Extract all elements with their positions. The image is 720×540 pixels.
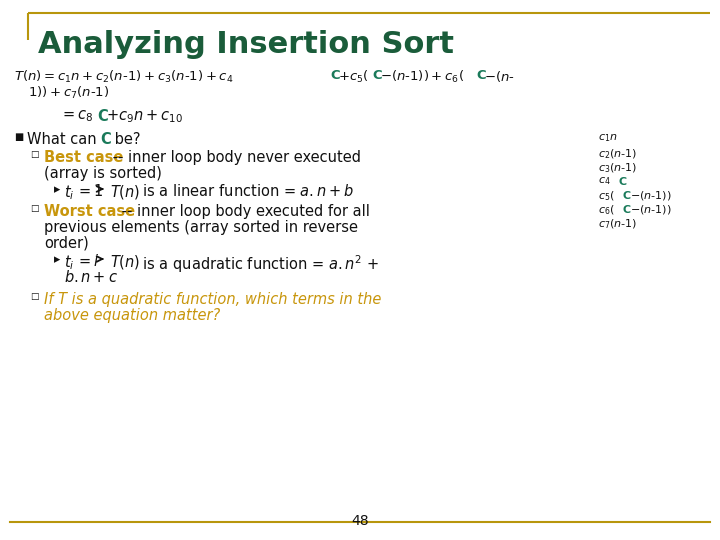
Text: $= \mathit{i}$: $= \mathit{i}$	[76, 253, 100, 269]
Text: above equation matter?: above equation matter?	[44, 308, 220, 323]
Text: order): order)	[44, 236, 89, 251]
Text: ■: ■	[14, 132, 23, 142]
Text: is a quadratic function = $\mathit{a.n^2}$ +: is a quadratic function = $\mathit{a.n^2…	[138, 253, 379, 275]
Text: $\mathit{b.n + c}$: $\mathit{b.n + c}$	[64, 269, 118, 285]
Text: $\mathit{T(n)}$: $\mathit{T(n)}$	[110, 183, 140, 201]
Text: $- (n$-$1)) + c_6($: $- (n$-$1)) + c_6($	[380, 69, 464, 85]
Text: $t_i$: $t_i$	[64, 253, 75, 272]
Text: $\mathit{T(n)} = c_1n + c_2(n$-$1) + c_3(n$-$1) + c_4$: $\mathit{T(n)} = c_1n + c_2(n$-$1) + c_3…	[14, 69, 233, 85]
Text: □: □	[30, 150, 38, 159]
Text: $= 1$: $= 1$	[76, 183, 104, 199]
Text: $-(n$-$1))$: $-(n$-$1))$	[630, 189, 672, 202]
Text: $+ c_5($: $+ c_5($	[338, 69, 369, 85]
Text: Worst case: Worst case	[44, 204, 135, 219]
Text: $\mathbf{C}$: $\mathbf{C}$	[476, 69, 487, 82]
Text: $c_5($: $c_5($	[598, 189, 615, 202]
Text: $c_7(n$-$1)$: $c_7(n$-$1)$	[598, 217, 637, 231]
Text: $\mathbf{C}$: $\mathbf{C}$	[618, 175, 627, 187]
Text: $\mathbf{C}$: $\mathbf{C}$	[622, 189, 631, 201]
Text: $- (n$-: $- (n$-	[484, 69, 515, 84]
Text: $c_6($: $c_6($	[598, 203, 615, 217]
Text: ▸: ▸	[54, 253, 60, 266]
Text: □: □	[30, 204, 38, 213]
Text: C: C	[100, 132, 111, 147]
Text: $c_3(n$-$1)$: $c_3(n$-$1)$	[598, 161, 637, 174]
Text: Best case: Best case	[44, 150, 123, 165]
Text: $\mathit{T(n)}$: $\mathit{T(n)}$	[110, 253, 140, 271]
Text: If T is a quadratic function, which terms in the: If T is a quadratic function, which term…	[44, 292, 382, 307]
Text: 48: 48	[351, 514, 369, 528]
Text: (array is sorted): (array is sorted)	[44, 166, 162, 181]
Text: $c_4$: $c_4$	[598, 175, 611, 187]
Text: What can: What can	[27, 132, 102, 147]
Text: previous elements (array sorted in reverse: previous elements (array sorted in rever…	[44, 220, 358, 235]
Text: □: □	[30, 292, 38, 301]
Text: -- inner loop body executed for all: -- inner loop body executed for all	[117, 204, 370, 219]
Text: $1)) + c_7(n$-$1)$: $1)) + c_7(n$-$1)$	[28, 85, 109, 101]
Text: $= c_8$: $= c_8$	[60, 108, 94, 124]
Text: $t_i$: $t_i$	[64, 183, 75, 202]
Text: $\mathbf{C}$: $\mathbf{C}$	[372, 69, 383, 82]
Text: $-(n$-$1))$: $-(n$-$1))$	[630, 203, 672, 216]
Text: be?: be?	[110, 132, 140, 147]
Text: $c_1n$: $c_1n$	[598, 132, 618, 144]
Text: is a linear function = $\mathit{a.n + b}$: is a linear function = $\mathit{a.n + b}…	[138, 183, 354, 199]
Text: $+ c_9n + c_{10}$: $+ c_9n + c_{10}$	[106, 108, 183, 125]
Text: Analyzing Insertion Sort: Analyzing Insertion Sort	[38, 30, 454, 59]
Text: $\mathbf{C}$: $\mathbf{C}$	[97, 108, 109, 124]
Text: -- inner loop body never executed: -- inner loop body never executed	[108, 150, 361, 165]
Text: $\mathbf{C}$: $\mathbf{C}$	[622, 203, 631, 215]
Text: $\mathbf{C}$: $\mathbf{C}$	[330, 69, 341, 82]
Text: $c_2(n$-$1)$: $c_2(n$-$1)$	[598, 147, 637, 160]
Text: ▸: ▸	[54, 183, 60, 196]
